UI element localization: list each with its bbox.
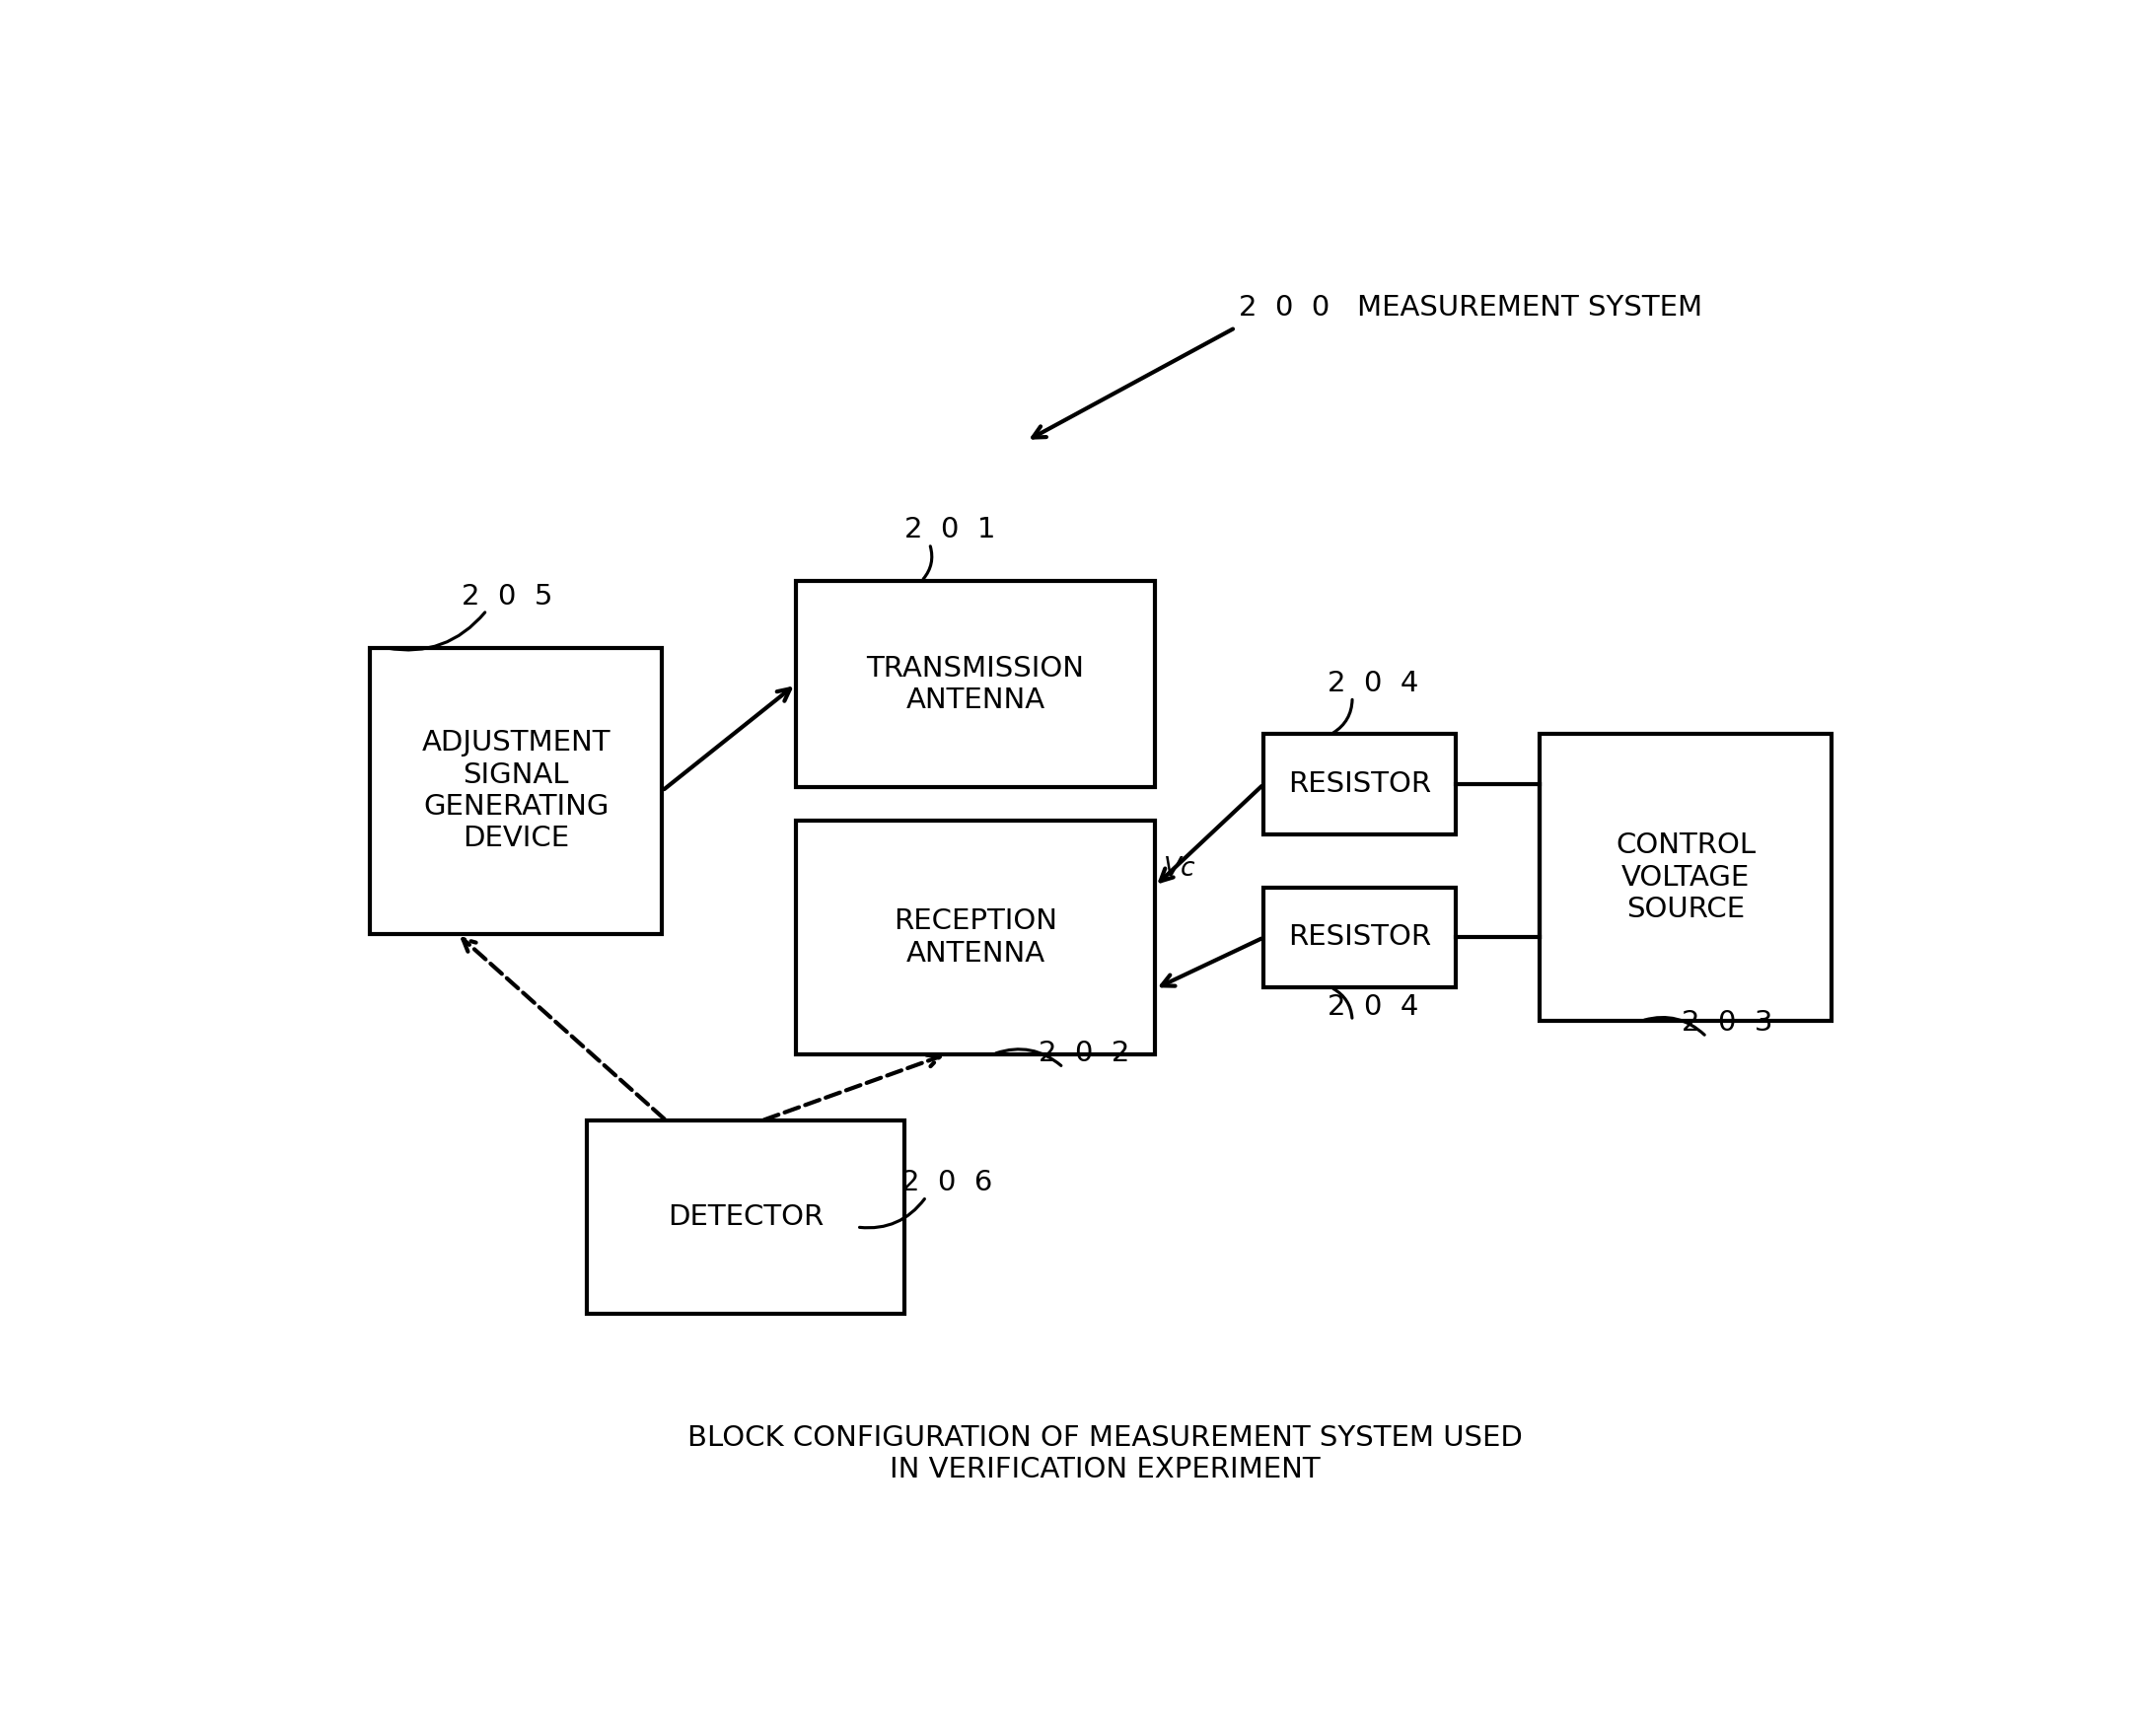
Text: DETECTOR: DETECTOR bbox=[668, 1203, 824, 1231]
Text: RESISTOR: RESISTOR bbox=[1287, 924, 1432, 952]
Bar bbox=[796, 582, 1156, 788]
Bar bbox=[1539, 734, 1833, 1021]
Text: 2  0  0   MEASUREMENT SYSTEM: 2 0 0 MEASUREMENT SYSTEM bbox=[1238, 294, 1703, 322]
Text: Vc: Vc bbox=[1164, 857, 1194, 881]
Bar bbox=[1263, 888, 1455, 987]
Text: 2  0  5: 2 0 5 bbox=[461, 583, 552, 611]
Text: 2  0  4: 2 0 4 bbox=[1328, 670, 1419, 698]
Text: TRANSMISSION
ANTENNA: TRANSMISSION ANTENNA bbox=[867, 654, 1084, 713]
Text: BLOCK CONFIGURATION OF MEASUREMENT SYSTEM USED
IN VERIFICATION EXPERIMENT: BLOCK CONFIGURATION OF MEASUREMENT SYSTE… bbox=[688, 1425, 1522, 1483]
Text: RESISTOR: RESISTOR bbox=[1287, 770, 1432, 798]
Text: RECEPTION
ANTENNA: RECEPTION ANTENNA bbox=[893, 907, 1056, 968]
Text: 2  0  1: 2 0 1 bbox=[906, 516, 996, 544]
Bar bbox=[371, 647, 662, 935]
Bar bbox=[1263, 734, 1455, 834]
Text: CONTROL
VOLTAGE
SOURCE: CONTROL VOLTAGE SOURCE bbox=[1615, 831, 1755, 923]
Text: 2  0  2: 2 0 2 bbox=[1039, 1040, 1130, 1068]
Text: ADJUSTMENT
SIGNAL
GENERATING
DEVICE: ADJUSTMENT SIGNAL GENERATING DEVICE bbox=[423, 729, 610, 853]
Text: 2  0  6: 2 0 6 bbox=[901, 1168, 992, 1196]
Bar bbox=[586, 1120, 906, 1314]
Text: 2  0  3: 2 0 3 bbox=[1682, 1009, 1772, 1037]
Text: 2  0  4: 2 0 4 bbox=[1328, 994, 1419, 1021]
Bar bbox=[796, 820, 1156, 1054]
